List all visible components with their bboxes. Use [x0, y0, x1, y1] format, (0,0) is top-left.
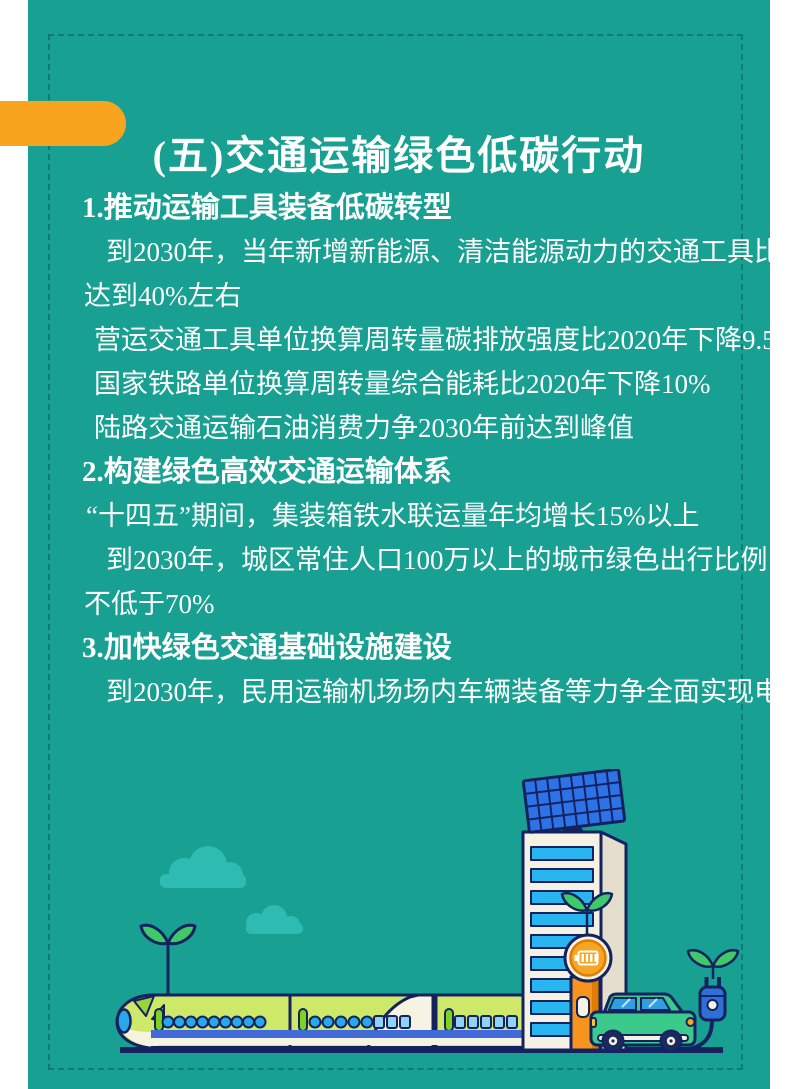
- cloud-large: [160, 846, 246, 888]
- car-wheels: [601, 1029, 683, 1053]
- policy-line: 陆路交通运输石油消费力争2030年前达到峰值: [94, 413, 634, 443]
- dashed-border: [48, 34, 743, 1070]
- policy-line: 不低于70%: [84, 589, 215, 619]
- battery-badge: [563, 933, 613, 983]
- policy-line: 营运交通工具单位换算周转量碳排放强度比2020年下降9.5%左右: [94, 325, 800, 355]
- battery-icon: [574, 950, 599, 966]
- electric-train-icon: [115, 993, 528, 1050]
- solar-panel-icon: [521, 769, 627, 834]
- policy-line: 国家铁路单位换算周转量综合能耗比2020年下降10%: [94, 369, 711, 399]
- section-1-heading: 1.推动运输工具装备低碳转型: [82, 192, 452, 224]
- title-ribbon: [0, 101, 126, 146]
- sprout-on-train-icon: [139, 923, 197, 995]
- power-plug-icon: [677, 949, 740, 1052]
- section-2-heading: 2.构建绿色高效交通运输体系: [82, 456, 452, 488]
- section-3-heading: 3.加快绿色交通基础设施建设: [82, 632, 452, 664]
- cloud-small: [246, 905, 303, 934]
- policy-line: “十四五”期间，集装箱铁水联运量年均增长15%以上: [86, 501, 700, 531]
- electric-car-icon: [589, 992, 697, 1053]
- teal-panel: [28, 0, 770, 1089]
- policy-line: 到2030年，民用运输机场场内车辆装备等力争全面实现电动化: [106, 677, 800, 707]
- illustration: [115, 769, 740, 1053]
- policy-line: 到2030年，当年新增新能源、清洁能源动力的交通工具比例: [106, 237, 800, 267]
- page-title: (五)交通运输绿色低碳行动: [152, 132, 646, 178]
- policy-line: 到2030年，城区常住人口100万以上的城市绿色出行比例: [106, 545, 768, 575]
- policy-text-block: 1.推动运输工具装备低碳转型 到2030年，当年新增新能源、清洁能源动力的交通工…: [28, 186, 800, 714]
- policy-line: 达到40%左右: [84, 281, 242, 311]
